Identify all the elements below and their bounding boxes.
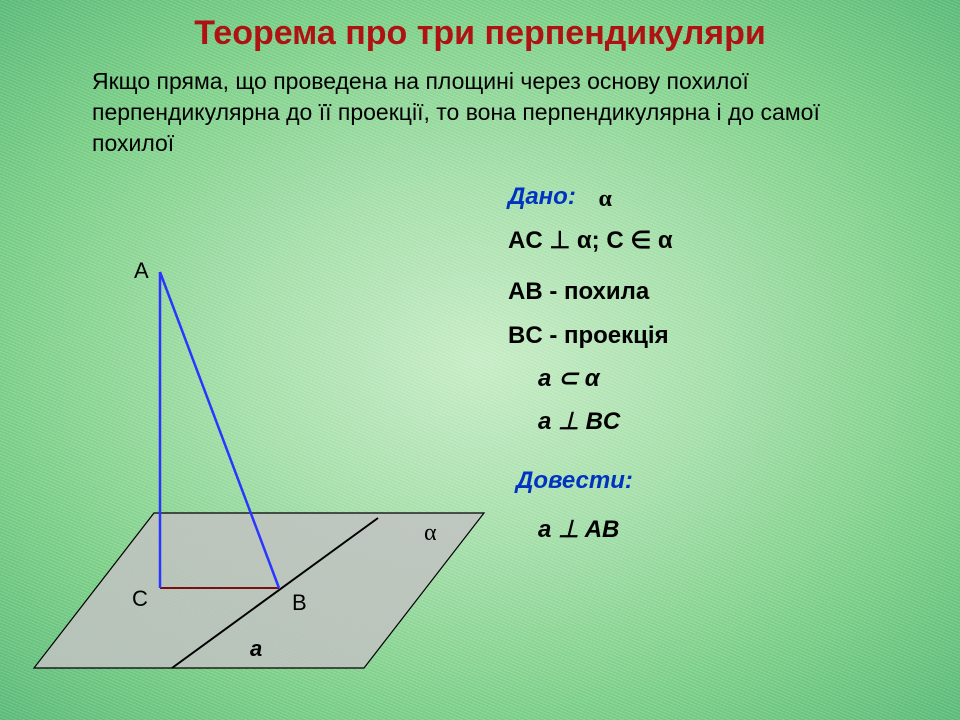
label-B: B	[292, 590, 307, 615]
given-line-1: AC ⊥ α; C ∈ α	[508, 222, 673, 259]
given-header: Дано:	[508, 178, 576, 215]
label-A: A	[134, 258, 149, 283]
theorem-title: Теорема про три перпендикуляри	[0, 14, 960, 53]
given-block: Дано: α AC ⊥ α; C ∈ α AB - похила BC - п…	[508, 178, 673, 555]
prove-header: Довести:	[508, 462, 633, 499]
given-line-4: a ⊂ α	[508, 360, 673, 397]
theorem-statement: Якщо пряма, що проведена на площині чере…	[92, 66, 882, 159]
label-C: C	[132, 586, 148, 611]
given-line-5: a ⊥ BC	[508, 403, 673, 440]
given-line-2: AB - похила	[508, 273, 673, 310]
given-alpha: α	[599, 186, 612, 212]
prove-line: a ⊥ AB	[508, 511, 673, 548]
figure: α A C Ba	[24, 238, 494, 708]
label-alpha: α	[424, 520, 437, 546]
label-line-a: a	[250, 636, 262, 661]
given-line-3: BC - проекція	[508, 317, 673, 354]
slide: { "title":"Теорема про три перпендикуляр…	[0, 0, 960, 720]
